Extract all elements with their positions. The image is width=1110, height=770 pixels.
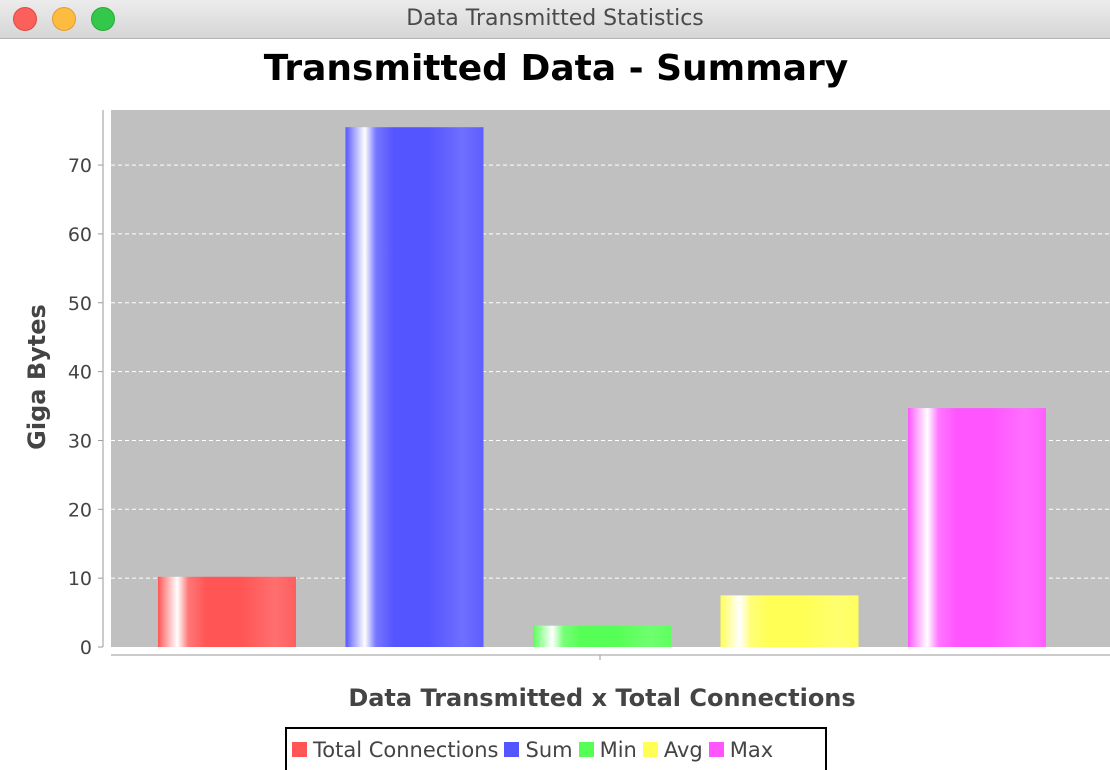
zoom-window-button[interactable] (91, 7, 115, 31)
title-bar[interactable]: Data Transmitted Statistics (0, 0, 1110, 39)
bar-avg (720, 595, 859, 647)
legend-label: Min (599, 737, 637, 762)
y-tick-label: 0 (80, 637, 92, 659)
y-tick-label: 40 (68, 362, 92, 384)
legend-item: Sum (504, 737, 573, 762)
bar-chart: Transmitted Data - Summary 0 10 20 30 40 50 60… (23, 48, 1110, 712)
y-tick-label: 60 (68, 224, 92, 246)
minimize-window-button[interactable] (52, 7, 76, 31)
y-tick-label: 50 (68, 293, 92, 315)
legend-swatch (504, 742, 520, 757)
legend-item: Avg (642, 737, 703, 762)
legend-item: Total Connections (292, 738, 498, 762)
legend-item: Min (578, 737, 637, 762)
bar-total-connections (158, 576, 296, 647)
y-axis-label: Giga Bytes (23, 304, 51, 450)
bar-max (908, 408, 1046, 647)
close-window-button[interactable] (13, 7, 37, 31)
legend-label: Sum (525, 737, 573, 762)
legend-label: Total Connections (313, 737, 499, 762)
x-axis-label: Data Transmitted x Total Connections (348, 684, 855, 712)
y-tick-label: 10 (68, 568, 92, 590)
y-tick-label: 30 (68, 430, 92, 452)
y-tick-label: 20 (68, 499, 92, 521)
legend-swatch (292, 742, 307, 757)
legend-item: Max (708, 737, 774, 762)
legend-swatch (578, 742, 594, 757)
bar-sum (345, 127, 484, 647)
window-title: Data Transmitted Statistics (406, 6, 704, 31)
y-axis-ticks: 0 10 20 30 40 50 60 70 (68, 155, 103, 659)
legend-label: Max (729, 737, 774, 762)
legend-swatch (708, 742, 724, 757)
chart-title: Transmitted Data - Summary (264, 48, 848, 89)
chart-legend: Total Connections Sum Min Avg Max (285, 727, 827, 770)
bars (158, 127, 1046, 647)
legend-swatch (642, 742, 658, 757)
y-tick-label: 70 (68, 155, 92, 177)
bar-min (533, 625, 671, 647)
legend-label: Avg (663, 737, 703, 762)
